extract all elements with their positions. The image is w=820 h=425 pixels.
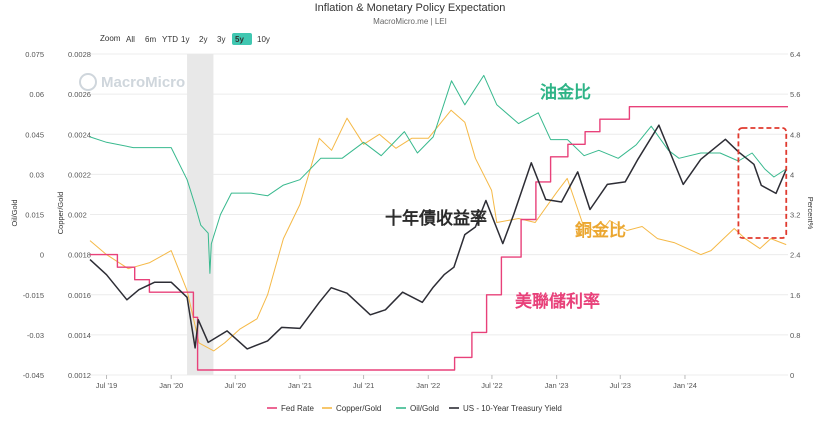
highlight-box: [737, 127, 788, 239]
zoom-button-all[interactable]: All: [126, 35, 135, 44]
axis-tick-label: 0.0022: [68, 170, 91, 179]
x-tick-label: Jan '24: [673, 381, 697, 390]
zoom-button-label: YTD: [162, 35, 178, 44]
axis-title-copper-gold: Copper/Gold: [56, 192, 65, 235]
legend-label: Copper/Gold: [336, 404, 381, 413]
annotation-treasury: 十年債收益率: [385, 208, 487, 228]
watermark: MacroMicro: [79, 73, 185, 91]
axis-tick-label: 0.03: [29, 170, 44, 179]
zoom-button-label: 1y: [181, 35, 189, 44]
zoom-button-6m[interactable]: 6m: [145, 35, 156, 44]
axis-tick-label: 0: [790, 371, 794, 380]
annotation-copper-gold: 銅金比: [575, 220, 626, 240]
watermark-text: MacroMicro: [101, 74, 185, 91]
axis-tick-label: 0.0028: [68, 50, 91, 59]
axis-title-percent: Percent%: [806, 197, 815, 230]
zoom-button-label: All: [126, 35, 135, 44]
x-tick-label: Jan '20: [159, 381, 183, 390]
x-tick-label: Jul '21: [353, 381, 374, 390]
axis-tick-label: -0.015: [23, 291, 44, 300]
watermark-logo-icon: [79, 73, 97, 91]
zoom-button-ytd[interactable]: YTD: [162, 35, 178, 44]
chart-title: Inflation & Monetary Policy Expectation: [315, 2, 506, 14]
series-line-us-10-year-treasury-yield: [89, 124, 787, 350]
series-line-fed-rate: [90, 106, 788, 371]
x-tick-label: Jul '19: [96, 381, 117, 390]
axis-tick-label: 2.4: [790, 251, 800, 260]
zoom-button-3y[interactable]: 3y: [217, 35, 225, 44]
zoom-button-label: 3y: [217, 35, 225, 44]
zoom-bar: Zoom All 6m YTD 1y 2y 3y 5y 10y: [100, 33, 270, 45]
legend-item-us-10-year-treasury-yield[interactable]: US - 10-Year Treasury Yield: [449, 404, 562, 413]
zoom-button-5y[interactable]: 5y: [232, 33, 252, 45]
axis-tick-label: 0.002: [68, 211, 87, 220]
legend-item-fed-rate[interactable]: Fed Rate: [267, 404, 314, 413]
series-layer: [89, 74, 788, 371]
zoom-button-label: 5y: [235, 35, 244, 44]
legend-label: US - 10-Year Treasury Yield: [463, 404, 562, 413]
x-tick-label: Jul '23: [610, 381, 631, 390]
axis-tick-label: 0: [40, 251, 44, 260]
axis-tick-label: 0.0014: [68, 331, 91, 340]
annotation-fed-rate: 美聯儲利率: [515, 291, 600, 311]
axis-tick-label: 0.075: [25, 50, 44, 59]
axis-tick-label: 4: [790, 170, 794, 179]
shaded-period-band: [187, 54, 214, 375]
zoom-button-label: 6m: [145, 35, 156, 44]
axis-tick-label: 5.6: [790, 90, 800, 99]
x-tick-label: Jan '22: [416, 381, 440, 390]
axis-tick-label: 4.8: [790, 130, 800, 139]
bands: [187, 54, 214, 375]
zoom-button-2y[interactable]: 2y: [199, 35, 207, 44]
legend: Fed Rate Copper/Gold Oil/Gold US - 10-Year …: [267, 404, 562, 413]
axis-tick-label: 0.0024: [68, 130, 91, 139]
zoom-selected-bg: [232, 33, 252, 45]
highlight-layer: [737, 127, 788, 239]
legend-label: Oil/Gold: [410, 404, 439, 413]
zoom-buttons: All 6m YTD 1y 2y 3y 5y 10y: [126, 33, 270, 45]
axis-tick-label: 1.6: [790, 291, 800, 300]
zoom-button-10y[interactable]: 10y: [257, 35, 270, 44]
x-tick-label: Jan '21: [288, 381, 312, 390]
x-axis: Jul '19 Jan '20 Jul '20 Jan '21 Jul '21 Jan '…: [96, 375, 697, 390]
axis-tick-label: 6.4: [790, 50, 800, 59]
series-line-oil-gold: [89, 74, 787, 274]
x-tick-label: Jul '20: [224, 381, 245, 390]
copper-gold-axis: 0.0028 0.0026 0.0024 0.0022 0.002 0.0018 0.001…: [68, 50, 91, 380]
zoom-button-1y[interactable]: 1y: [181, 35, 189, 44]
x-tick-label: Jan '23: [545, 381, 569, 390]
axis-tick-label: 0.0018: [68, 251, 91, 260]
axis-tick-label: 0.0012: [68, 371, 91, 380]
legend-item-oil-gold[interactable]: Oil/Gold: [396, 404, 439, 413]
percent-axis: 6.4 5.6 4.8 4 3.2 2.4 1.6 0.8 0: [790, 50, 800, 380]
axis-tick-label: 0.8: [790, 331, 800, 340]
legend-item-copper-gold[interactable]: Copper/Gold: [322, 404, 381, 413]
axis-title-oil-gold: Oil/Gold: [10, 199, 19, 226]
legend-label: Fed Rate: [281, 404, 314, 413]
x-tick-label: Jul '22: [481, 381, 502, 390]
axis-tick-label: 0.045: [25, 130, 44, 139]
zoom-button-label: 10y: [257, 35, 270, 44]
annotation-oil-gold: 油金比: [540, 82, 591, 102]
axis-tick-label: -0.03: [27, 331, 44, 340]
axis-tick-label: 0.06: [29, 90, 44, 99]
axis-tick-label: 0.0016: [68, 291, 91, 300]
zoom-label: Zoom: [100, 34, 121, 43]
zoom-button-label: 2y: [199, 35, 207, 44]
series-line-copper-gold: [89, 109, 787, 352]
axis-tick-label: 3.2: [790, 211, 800, 220]
oil-gold-axis: 0.075 0.06 0.045 0.03 0.015 0 -0.015 -0.03 -0.04…: [23, 50, 44, 380]
axis-tick-label: -0.045: [23, 371, 44, 380]
axis-tick-label: 0.0026: [68, 90, 91, 99]
chart-subtitle: MacroMicro.me | LEI: [373, 17, 447, 26]
axis-tick-label: 0.015: [25, 211, 44, 220]
